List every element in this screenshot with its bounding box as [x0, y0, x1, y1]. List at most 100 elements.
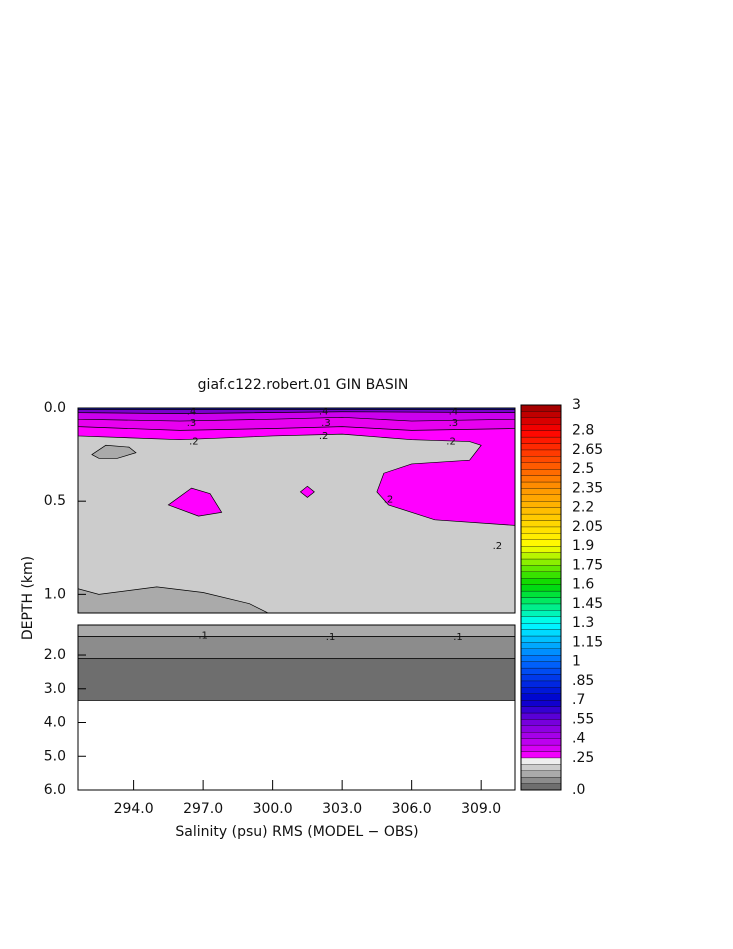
- x-tick-label: 294.0: [114, 801, 154, 817]
- panel-frame: [77, 407, 516, 614]
- colorbar-band: [520, 501, 562, 508]
- colorbar-tick-label: 1.9: [572, 538, 594, 554]
- colorbar-band: [520, 475, 562, 483]
- y-tick-label: 0.5: [44, 493, 66, 509]
- colorbar-band: [520, 436, 562, 444]
- chart-title: giaf.c122.robert.01 GIN BASIN: [198, 377, 409, 393]
- colorbar-band: [520, 719, 562, 726]
- y-axis-label: DEPTH (km): [20, 556, 36, 640]
- colorbar-tick-label: 2.35: [572, 480, 603, 496]
- colorbar-band: [520, 712, 562, 720]
- colorbar-band: [520, 661, 562, 669]
- contour-label: .1: [453, 632, 463, 643]
- y-tick-label: 2.0: [44, 647, 66, 663]
- colorbar-band: [520, 590, 562, 598]
- colorbar-band: [520, 738, 562, 746]
- colorbar-tick-label: 2.05: [572, 519, 603, 535]
- colorbar-band: [520, 655, 562, 662]
- colorbar-tick-label: .0: [572, 782, 585, 798]
- colorbar-band: [520, 411, 562, 418]
- y-tick-label: 3.0: [44, 681, 66, 697]
- contour-region: [78, 636, 515, 659]
- colorbar-band: [520, 770, 562, 778]
- y-tick-label: 5.0: [44, 748, 66, 764]
- colorbar-tick-label: 2.65: [572, 442, 603, 458]
- colorbar-band: [520, 456, 562, 463]
- colorbar-tick-label: 2.2: [572, 500, 594, 516]
- colorbar-band: [520, 744, 562, 752]
- contour-label: .2: [493, 541, 503, 552]
- colorbar-band: [520, 533, 562, 540]
- contour-region: [167, 487, 223, 517]
- contour-label: .2: [446, 437, 456, 448]
- colorbar-band: [520, 578, 562, 585]
- contour-label: .1: [326, 632, 336, 643]
- contour-region: [78, 658, 515, 701]
- colorbar-tick-label: .55: [572, 711, 594, 727]
- colorbar-band: [520, 610, 562, 617]
- colorbar-tick-label: 1: [572, 654, 581, 670]
- colorbar-band: [520, 430, 562, 438]
- contour-label: .3: [449, 418, 459, 429]
- colorbar-band: [520, 706, 562, 714]
- colorbar-band: [520, 674, 562, 682]
- contour-label: .2: [189, 437, 199, 448]
- colorbar-band: [520, 616, 562, 624]
- contour-region: [78, 586, 269, 613]
- colorbar-band: [520, 732, 562, 739]
- colorbar-band: [520, 680, 562, 688]
- colorbar-band: [520, 449, 562, 457]
- x-tick-label: 303.0: [322, 801, 362, 817]
- colorbar-tick-label: 1.75: [572, 557, 603, 573]
- colorbar-tick-label: 1.6: [572, 577, 594, 593]
- colorbar-band: [520, 597, 562, 605]
- colorbar-band: [520, 629, 562, 637]
- colorbar-tick-label: .85: [572, 673, 594, 689]
- colorbar-band: [520, 700, 562, 707]
- contour-region: [78, 408, 515, 613]
- contour-region: [299, 485, 315, 498]
- contour-label: .2: [319, 431, 329, 442]
- colorbar-tick-label: 1.15: [572, 634, 603, 650]
- contour-label: .3: [321, 418, 331, 429]
- colorbar-band: [520, 507, 562, 515]
- colorbar-band: [520, 667, 562, 675]
- colorbar-tick-label: .25: [572, 750, 594, 766]
- colorbar-tick-label: 1.45: [572, 596, 603, 612]
- x-tick-label: 309.0: [461, 801, 501, 817]
- colorbar-tick-label: .7: [572, 692, 585, 708]
- colorbar-band: [520, 488, 562, 495]
- colorbar-band: [520, 751, 562, 759]
- colorbar-band: [520, 571, 562, 579]
- y-tick-label: 0.0: [44, 400, 66, 416]
- colorbar-band: [520, 520, 562, 528]
- colorbar-band: [520, 417, 562, 425]
- y-tick-label: 4.0: [44, 715, 66, 731]
- colorbar-band: [520, 693, 562, 701]
- colorbar-band: [520, 725, 562, 733]
- contour-label: .1: [198, 630, 208, 641]
- contour-region: [91, 444, 137, 459]
- x-axis-label: Salinity (psu) RMS (MODEL − OBS): [175, 824, 418, 840]
- colorbar-tick-label: 2.8: [572, 423, 594, 439]
- colorbar-tick-label: 3: [572, 397, 581, 413]
- colorbar-band: [520, 757, 562, 765]
- x-tick-label: 306.0: [392, 801, 432, 817]
- y-tick-label: 6.0: [44, 782, 66, 798]
- colorbar-tick-label: 2.5: [572, 461, 594, 477]
- panel: .1 .1 .1: [78, 625, 515, 701]
- x-tick-label: 297.0: [183, 801, 223, 817]
- x-tick-label: 300.0: [253, 801, 293, 817]
- panel: .4.4.4.3.3.3.2.2.2.2.2: [78, 407, 515, 613]
- panel-frame: [77, 624, 516, 791]
- colorbar-band: [520, 513, 562, 521]
- colorbar-frame: [520, 404, 562, 791]
- colorbar-band: [520, 687, 562, 694]
- colorbar-band: [520, 764, 562, 771]
- contour-label: .3: [187, 418, 197, 429]
- colorbar-band: [520, 481, 562, 489]
- contour-label: .4: [449, 407, 459, 418]
- colorbar-tick-label: 1.3: [572, 615, 594, 631]
- colorbar-band: [520, 623, 562, 630]
